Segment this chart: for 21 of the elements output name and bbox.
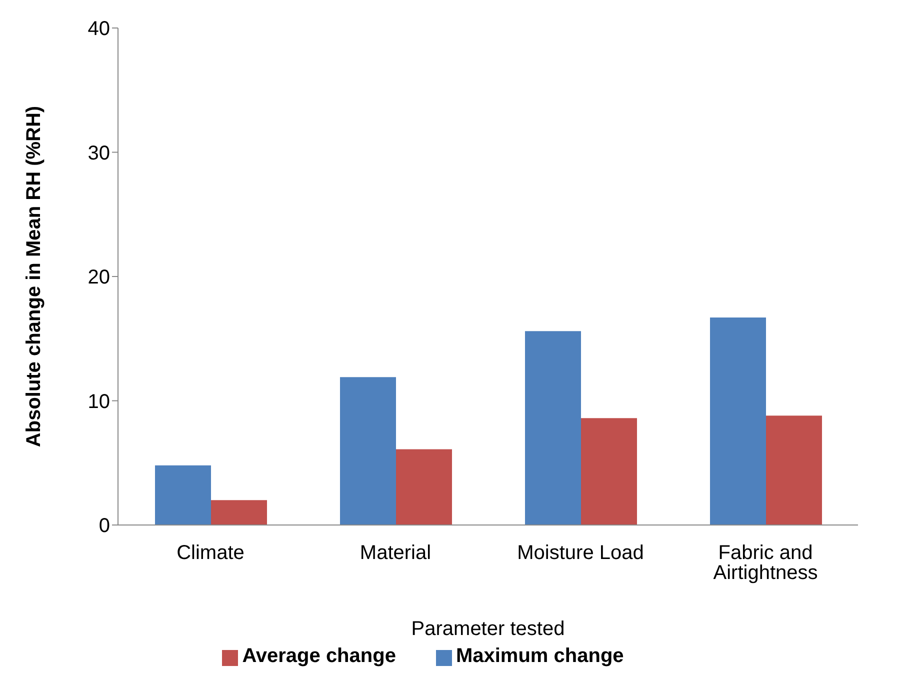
bar (710, 318, 766, 525)
bar (396, 449, 452, 525)
bar (525, 331, 581, 525)
y-axis-title: Absolute change in Mean RH (%RH) (23, 106, 46, 448)
x-tick-label: Material (360, 542, 432, 564)
bar (766, 416, 822, 525)
legend-label: Maximum change (456, 645, 624, 667)
bar (211, 500, 267, 525)
x-axis-title: Parameter tested (411, 618, 565, 640)
y-tick-label: 40 (88, 18, 110, 40)
y-tick-label: 10 (88, 390, 110, 413)
y-tick-label: 0 (98, 515, 110, 538)
legend-label: Average change (242, 645, 396, 667)
bar (581, 418, 637, 525)
y-tick-label: 20 (88, 266, 110, 289)
x-tick-label: Moisture Load (517, 542, 644, 564)
bar (155, 465, 211, 525)
x-tick-label: Fabric and Airtightness (713, 542, 818, 584)
x-tick-label: Climate (176, 542, 244, 564)
bar (340, 377, 396, 525)
y-tick-label: 30 (88, 142, 110, 164)
